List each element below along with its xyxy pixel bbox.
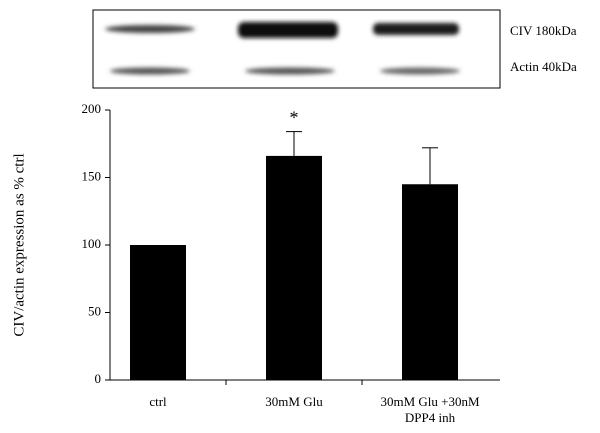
y-tick-label: 150: [82, 168, 102, 183]
x-tick-label: ctrl: [149, 394, 167, 409]
x-tick-label: 30mM Glu +30nM DPP4 inh: [380, 394, 480, 425]
bar: [130, 245, 186, 380]
x-tick-label: 30mM Glu: [265, 394, 323, 409]
y-tick-label: 200: [82, 101, 102, 116]
bar: [402, 184, 458, 380]
y-tick-label: 100: [82, 236, 102, 251]
y-axis-title: CIV/actin expression as % ctrl: [11, 153, 27, 336]
blot-image: [92, 9, 501, 89]
blot-label: CIV 180kDa: [510, 23, 577, 38]
y-tick-label: 0: [95, 371, 102, 386]
significance-marker: *: [290, 108, 299, 128]
bar: [266, 155, 322, 380]
blot-label: Actin 40kDa: [510, 59, 577, 74]
y-tick-label: 50: [88, 303, 101, 318]
